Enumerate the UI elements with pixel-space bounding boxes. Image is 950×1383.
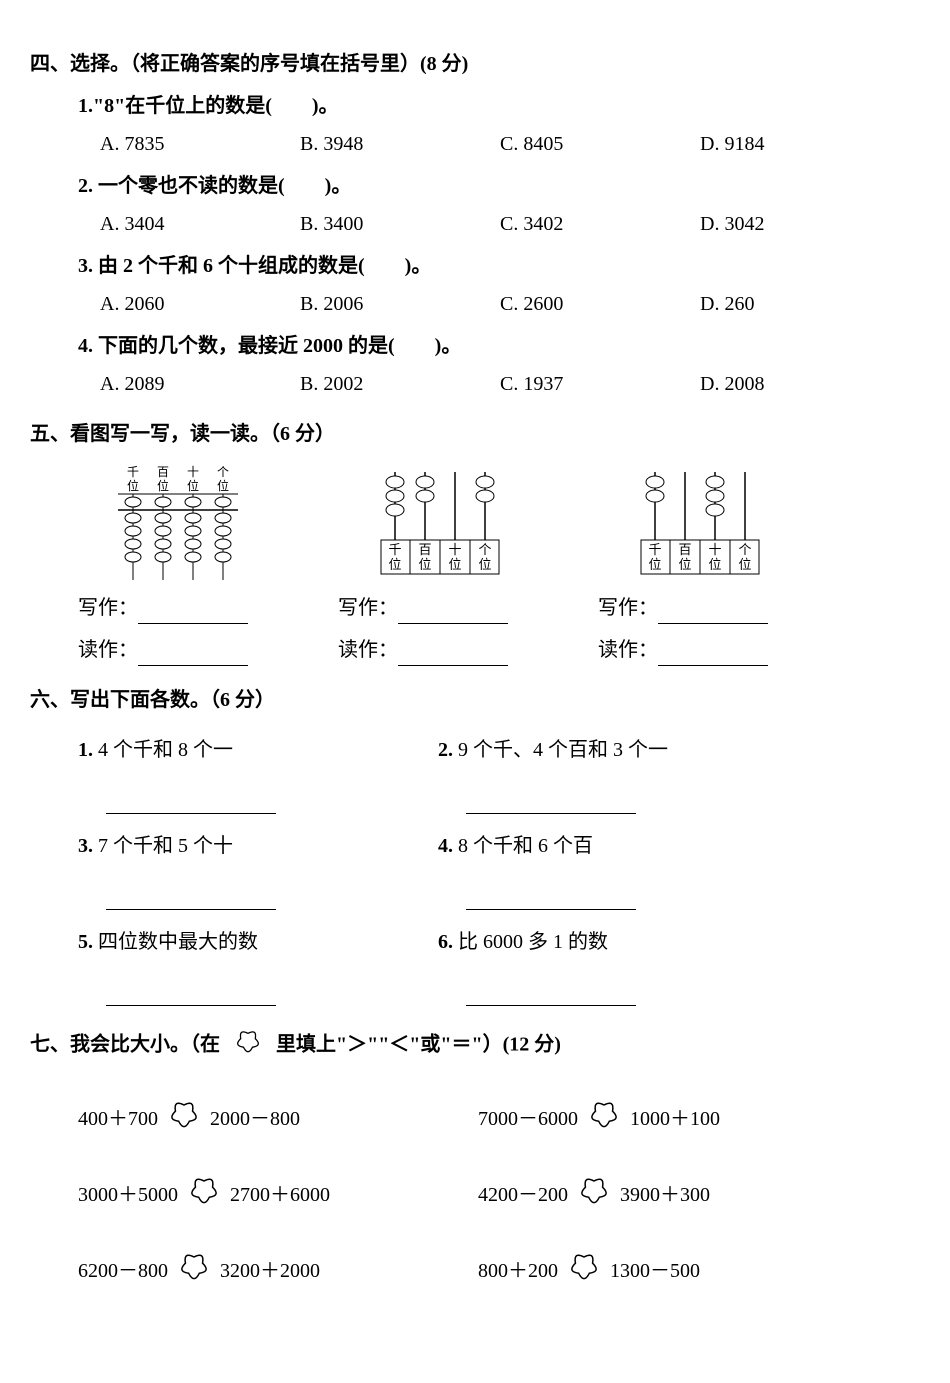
q4-3-A: A. 2060	[100, 288, 300, 320]
abacus-2-write: 写作：	[338, 592, 538, 624]
blank-input[interactable]	[398, 602, 508, 624]
flower-icon[interactable]	[174, 1246, 214, 1296]
svg-text:位: 位	[217, 478, 229, 493]
svg-text:位: 位	[388, 557, 401, 572]
q4-3-stem: 3. 由 2 个千和 6 个十组成的数是( )。	[78, 250, 920, 282]
sec6-item: 1. 4 个千和 8 个一	[78, 724, 398, 814]
flower-icon[interactable]	[184, 1170, 224, 1220]
svg-text:百: 百	[418, 542, 431, 557]
svg-text:位: 位	[708, 557, 721, 572]
blank-input[interactable]	[138, 644, 248, 666]
abacus-2-col: 千位百位十位个位 写作： 读作：	[338, 462, 538, 666]
svg-text:位: 位	[678, 557, 691, 572]
q4-2-B: B. 3400	[300, 208, 500, 240]
svg-text:位: 位	[127, 478, 139, 493]
q4-3-B: B. 2006	[300, 288, 500, 320]
abacus-3-read: 读作：	[598, 634, 798, 666]
section-7-body: 400＋7002000－8007000－60001000＋100 3000＋500…	[30, 1094, 920, 1296]
flower-icon[interactable]	[584, 1094, 624, 1144]
svg-text:位: 位	[418, 557, 431, 572]
blank-input[interactable]	[658, 602, 768, 624]
compare-row: 6200－8003200＋2000800＋2001300－500	[78, 1246, 920, 1296]
section-5-title: 五、看图写一写，读一读。（6 分）	[30, 418, 920, 450]
blank-input[interactable]	[106, 884, 276, 910]
abacus-row: 千位百位十位个位 写作： 读作： 千位百位十位个位 写作： 读作： 千位百位十位…	[78, 462, 920, 666]
abacus-2-read: 读作：	[338, 634, 538, 666]
q4-1-D: D. 9184	[700, 128, 900, 160]
q4-4-stem: 4. 下面的几个数，最接近 2000 的是( )。	[78, 330, 920, 362]
q4-3-D: D. 260	[700, 288, 900, 320]
sec6-item: 5. 四位数中最大的数	[78, 916, 398, 1006]
blank-input[interactable]	[398, 644, 508, 666]
q4-4-options: A. 2089 B. 2002 C. 1937 D. 2008	[100, 368, 920, 400]
svg-text:十: 十	[448, 542, 461, 557]
svg-text:个: 个	[217, 465, 229, 479]
svg-text:位: 位	[648, 557, 661, 572]
svg-text:百: 百	[157, 465, 169, 479]
q4-1-options: A. 7835 B. 3948 C. 8405 D. 9184	[100, 128, 920, 160]
svg-text:位: 位	[157, 478, 169, 493]
q4-2-C: C. 3402	[500, 208, 700, 240]
svg-text:个: 个	[478, 542, 491, 557]
compare-row: 3000＋50002700＋60004200－2003900＋300	[78, 1170, 920, 1220]
section-4-title: 四、选择。（将正确答案的序号填在括号里）(8 分)	[30, 48, 920, 80]
svg-text:位: 位	[478, 557, 491, 572]
blank-input[interactable]	[466, 884, 636, 910]
svg-text:十: 十	[187, 465, 199, 479]
svg-text:位: 位	[187, 478, 199, 493]
q4-4-A: A. 2089	[100, 368, 300, 400]
section-7-title: 七、我会比大小。（在 里填上"＞""＜"或"＝"）(12 分)	[30, 1024, 920, 1068]
svg-text:位: 位	[738, 557, 751, 572]
blank-input[interactable]	[106, 788, 276, 814]
abacus-3-col: 千位百位十位个位 写作： 读作：	[598, 462, 798, 666]
blank-input[interactable]	[466, 788, 636, 814]
blank-input[interactable]	[466, 980, 636, 1006]
q4-2-stem: 2. 一个零也不读的数是( )。	[78, 170, 920, 202]
svg-text:千: 千	[648, 542, 661, 557]
q4-4-C: C. 1937	[500, 368, 700, 400]
abacus-3-icon: 千位百位十位个位	[623, 462, 773, 582]
svg-text:千: 千	[127, 465, 139, 479]
sec6-item: 6. 比 6000 多 1 的数	[438, 916, 758, 1006]
q4-3-C: C. 2600	[500, 288, 700, 320]
blank-input[interactable]	[106, 980, 276, 1006]
svg-text:千: 千	[388, 542, 401, 557]
compare-row: 400＋7002000－8007000－60001000＋100	[78, 1094, 920, 1144]
q4-2-A: A. 3404	[100, 208, 300, 240]
q4-2-options: A. 3404 B. 3400 C. 3402 D. 3042	[100, 208, 920, 240]
q4-1-B: B. 3948	[300, 128, 500, 160]
flower-icon[interactable]	[564, 1246, 604, 1296]
svg-text:百: 百	[678, 542, 691, 557]
q4-1-A: A. 7835	[100, 128, 300, 160]
q4-4-D: D. 2008	[700, 368, 900, 400]
flower-icon	[231, 1024, 265, 1068]
q4-1-C: C. 8405	[500, 128, 700, 160]
q4-4-B: B. 2002	[300, 368, 500, 400]
abacus-1-write: 写作：	[78, 592, 278, 624]
sec6-item: 3. 7 个千和 5 个十	[78, 820, 398, 910]
q4-3-options: A. 2060 B. 2006 C. 2600 D. 260	[100, 288, 920, 320]
flower-icon[interactable]	[574, 1170, 614, 1220]
sec6-item: 2. 9 个千、4 个百和 3 个一	[438, 724, 758, 814]
section-6-grid: 1. 4 个千和 8 个一 2. 9 个千、4 个百和 3 个一 3. 7 个千和 …	[78, 724, 920, 1006]
abacus-1-col: 千位百位十位个位 写作： 读作：	[78, 462, 278, 666]
svg-text:位: 位	[448, 557, 461, 572]
sec6-item: 4. 8 个千和 6 个百	[438, 820, 758, 910]
abacus-1-icon: 千位百位十位个位	[103, 462, 253, 582]
q4-2-D: D. 3042	[700, 208, 900, 240]
section-6-title: 六、写出下面各数。（6 分）	[30, 684, 920, 716]
abacus-2-icon: 千位百位十位个位	[363, 462, 513, 582]
abacus-1-read: 读作：	[78, 634, 278, 666]
blank-input[interactable]	[138, 602, 248, 624]
blank-input[interactable]	[658, 644, 768, 666]
svg-text:个: 个	[738, 542, 751, 557]
flower-icon[interactable]	[164, 1094, 204, 1144]
abacus-3-write: 写作：	[598, 592, 798, 624]
q4-1-stem: 1."8"在千位上的数是( )。	[78, 90, 920, 122]
svg-text:十: 十	[708, 542, 721, 557]
